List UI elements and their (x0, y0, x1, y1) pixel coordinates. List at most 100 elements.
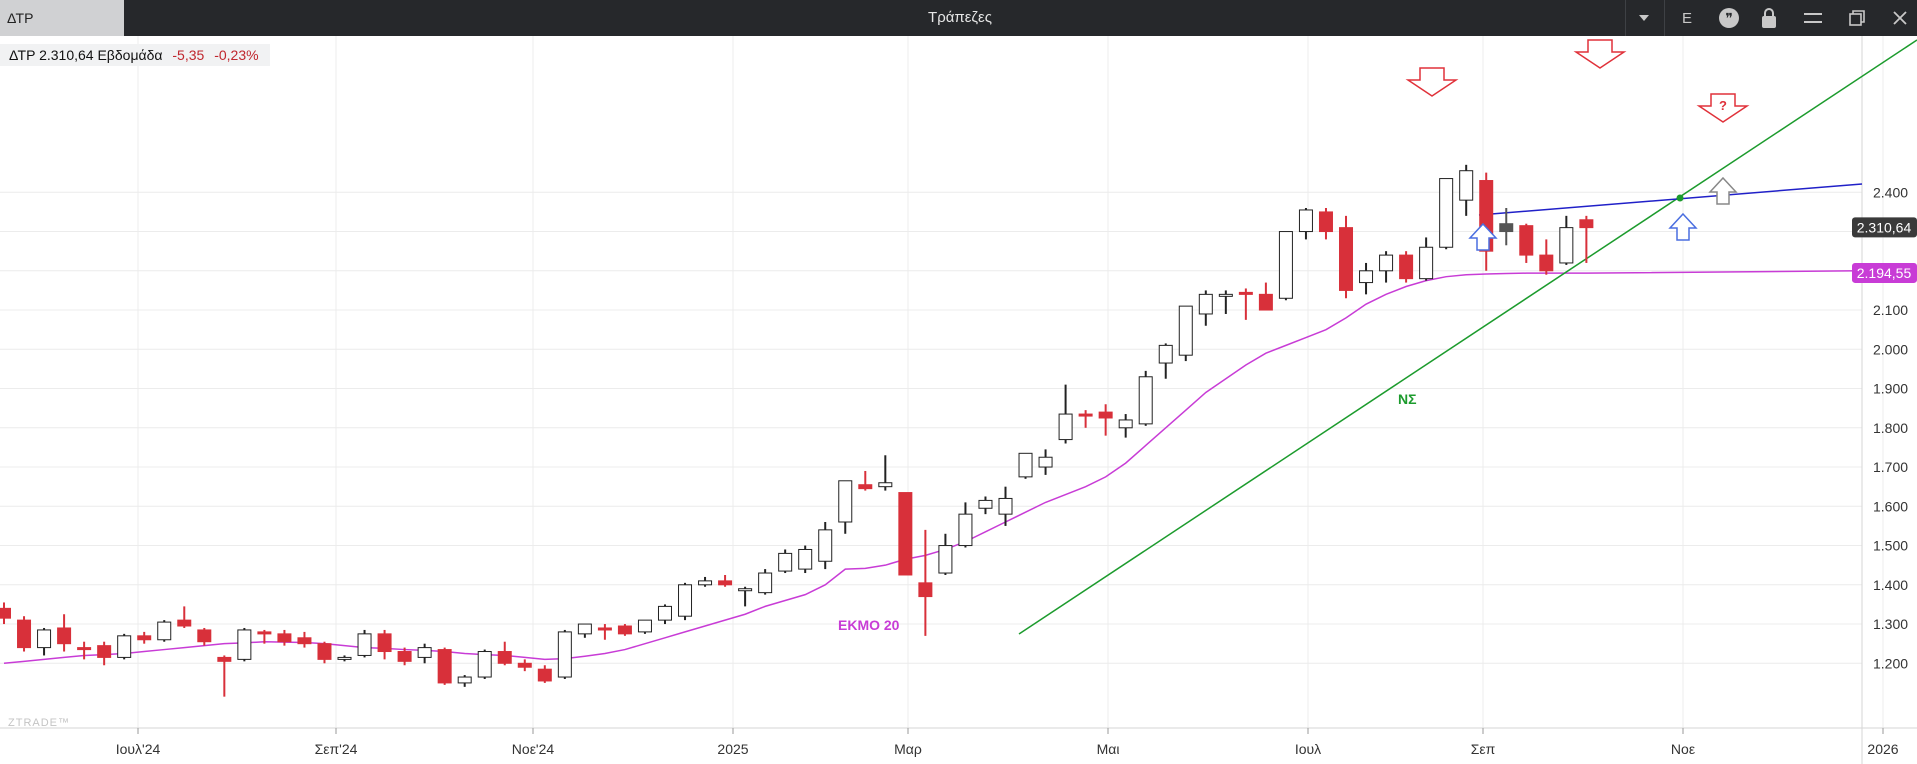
candle (1198, 290, 1213, 326)
candle (1399, 251, 1414, 283)
dropdown-icon[interactable] (1627, 0, 1661, 36)
candle-body (1078, 413, 1093, 417)
candle-body (117, 635, 132, 658)
y-tick-label: 1.500 (1873, 538, 1908, 554)
legend-symbol: ΔΤΡ (9, 47, 36, 63)
candle-body (1459, 170, 1474, 201)
y-tick-label: 1.700 (1873, 459, 1908, 475)
x-tick-label: Ιουλ'24 (116, 741, 161, 757)
restore-icon[interactable] (1840, 0, 1874, 36)
candle (1018, 452, 1033, 479)
candle (157, 620, 172, 642)
candle (377, 629, 392, 660)
candle-body (137, 635, 152, 641)
candle-body (718, 580, 733, 586)
candle (898, 492, 913, 576)
candle-body (1138, 376, 1153, 425)
toolbar-separator (1625, 0, 1626, 36)
candle (1339, 215, 1354, 299)
candle-body (978, 499, 993, 509)
watermark: ZTRADE™ (8, 717, 70, 729)
candle-body (998, 497, 1013, 515)
candle-body (397, 651, 412, 662)
candle-body (57, 627, 72, 645)
menu-icon[interactable] (1796, 0, 1830, 36)
candle (1499, 208, 1514, 246)
candle-body (1238, 291, 1253, 295)
buy-arrow-icon (1708, 176, 1738, 205)
candle-body (1038, 456, 1053, 468)
y-tick-label: 2.000 (1873, 341, 1908, 357)
candle-body (958, 513, 973, 547)
candle (457, 675, 472, 687)
ema-20-line (3, 270, 1863, 665)
candle-body (1519, 225, 1534, 256)
candle (1539, 239, 1554, 275)
candle-body (1379, 254, 1394, 272)
candle (678, 582, 693, 621)
x-tick-label: Ιουλ (1295, 741, 1321, 757)
candle-body (417, 647, 432, 658)
candle-body (357, 633, 372, 656)
candlestick-chart[interactable]: 1.200 1.300 1.400 1.500 1.600 1.700 1.800 1.900… (0, 36, 1917, 764)
candle (237, 627, 252, 662)
candle (1579, 215, 1594, 263)
symbol-tab[interactable]: ΔΤΡ (0, 0, 124, 36)
candle (37, 627, 52, 656)
candle-body (1318, 211, 1333, 233)
candle (1058, 384, 1073, 444)
last-price-label-bg (1852, 217, 1917, 238)
candle-body (878, 482, 893, 488)
ema-price-label-bg (1852, 262, 1917, 283)
candle (257, 629, 272, 644)
support-line (1478, 183, 1863, 216)
buy-arrow-icon (1468, 222, 1498, 251)
candle (597, 624, 612, 640)
title-bar: ΔΤΡ Τράπεζες E ❞ (0, 0, 1917, 36)
candle-body (1539, 254, 1554, 272)
candle (1038, 449, 1053, 475)
candle (617, 624, 632, 636)
candle (958, 502, 973, 548)
candle (17, 616, 32, 652)
candle-body (1158, 344, 1173, 364)
candle (1379, 251, 1394, 283)
candle-body (1018, 452, 1033, 478)
candle (1419, 237, 1434, 281)
quote-icon[interactable]: ❞ (1712, 0, 1746, 36)
candle (858, 470, 873, 491)
candle-body (1118, 419, 1133, 429)
x-tick-label: Νοε'24 (512, 741, 555, 757)
candle-body (297, 637, 312, 645)
candle-body (317, 643, 332, 660)
x-tick-label: Νοε (1671, 741, 1695, 757)
candle (1178, 305, 1193, 362)
candle-body (858, 484, 873, 490)
candle (397, 647, 412, 666)
candle-body (177, 619, 192, 627)
candle (557, 629, 572, 679)
candle-body (37, 629, 52, 649)
candle-body (77, 647, 92, 651)
candle-body (1499, 223, 1514, 233)
close-icon[interactable] (1883, 0, 1917, 36)
lock-icon[interactable] (1752, 0, 1786, 36)
buy-arrow-icon (1668, 212, 1698, 241)
candle-body (477, 651, 492, 678)
candle-body (0, 607, 11, 619)
exchange-button[interactable]: E (1681, 9, 1692, 27)
window-title: Τράπεζες (928, 9, 992, 26)
candle (878, 455, 893, 491)
candle-body (617, 625, 632, 635)
candle (758, 569, 773, 595)
candle-body (938, 545, 953, 574)
candle (1318, 208, 1333, 240)
y-tick-label: 1.900 (1873, 381, 1908, 397)
candle-body (1058, 413, 1073, 441)
candle-body (1399, 254, 1414, 280)
candle-body (17, 619, 32, 649)
candle-body (497, 651, 512, 664)
candle-body (97, 645, 112, 658)
candle-body (557, 631, 572, 678)
candle (978, 496, 993, 515)
